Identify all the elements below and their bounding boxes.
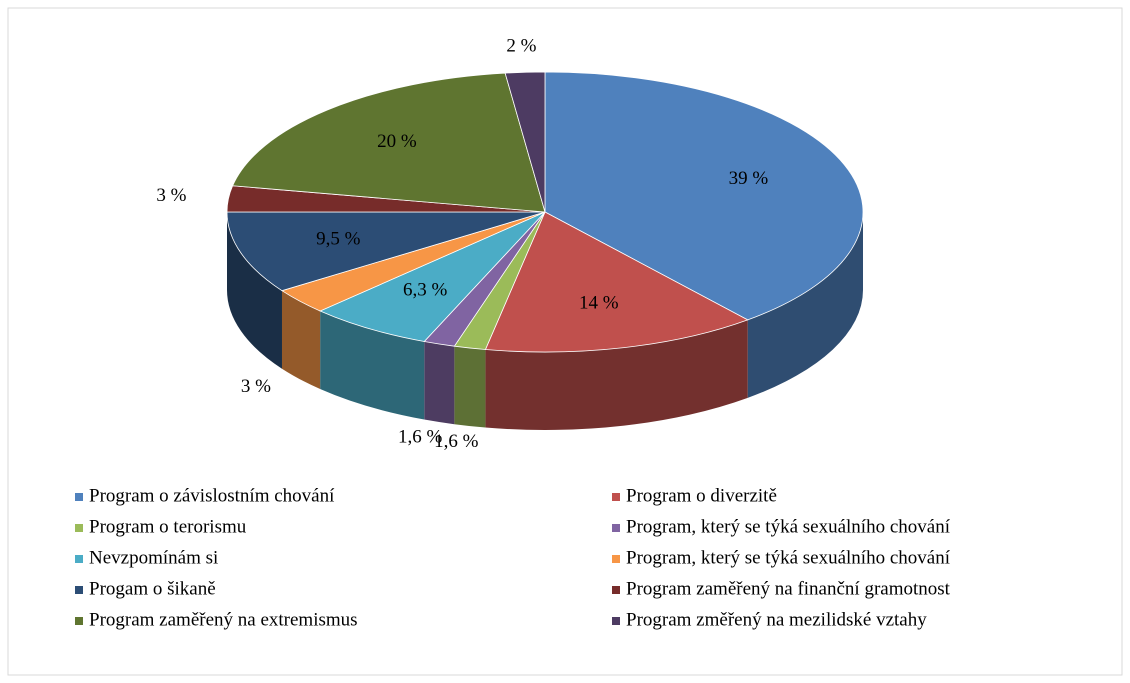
legend-swatch xyxy=(75,617,83,625)
pie-side xyxy=(281,290,321,389)
pie-slice xyxy=(544,71,864,321)
data-label: 1,6 % xyxy=(398,426,443,447)
data-label: 14 % xyxy=(579,293,619,314)
legend-swatch xyxy=(612,617,620,625)
data-label: 20 % xyxy=(377,131,417,152)
legend-label: Program o závislostním chování xyxy=(89,485,335,506)
legend-swatch xyxy=(612,586,620,594)
legend-label: Program změřený na mezilidské vztahy xyxy=(626,609,927,630)
legend-label: Program, který se týká sexuálního chován… xyxy=(626,547,951,568)
data-label: 9,5 % xyxy=(316,228,361,249)
legend-label: Program zaměřený na finanční gramotnost xyxy=(626,578,951,599)
legend-swatch xyxy=(612,493,620,501)
data-label: 3 % xyxy=(156,185,186,206)
data-label: 2 % xyxy=(506,35,536,56)
legend-label: Program zaměřený na extremismus xyxy=(89,609,358,630)
pie-slice xyxy=(484,211,749,353)
legend-swatch xyxy=(612,524,620,532)
pie-slice xyxy=(504,71,546,213)
data-label: 39 % xyxy=(729,168,769,189)
legend-label: Program o terorismu xyxy=(89,516,247,537)
data-label: 1,6 % xyxy=(434,431,479,452)
legend-label: Nevzpomínám si xyxy=(89,547,218,568)
legend-swatch xyxy=(612,555,620,563)
data-label: 3 % xyxy=(241,376,271,397)
pie-slice xyxy=(319,211,546,342)
pie-side xyxy=(747,212,864,398)
data-label: 6,3 % xyxy=(403,280,448,301)
legend-label: Program, který se týká sexuálního chován… xyxy=(626,516,951,537)
legend-swatch xyxy=(75,555,83,563)
pie-side xyxy=(227,212,282,369)
legend-label: Progam o šikaně xyxy=(89,578,216,599)
pie-side xyxy=(454,346,486,428)
legend-swatch xyxy=(75,524,83,532)
pie-slice xyxy=(226,211,546,292)
legend-swatch xyxy=(75,493,83,501)
pie-side xyxy=(424,341,455,425)
legend-swatch xyxy=(75,586,83,594)
pie-side xyxy=(485,319,748,430)
legend-label: Program o diverzitě xyxy=(626,485,777,506)
pie-side xyxy=(320,310,425,420)
pie-slice xyxy=(232,72,546,213)
